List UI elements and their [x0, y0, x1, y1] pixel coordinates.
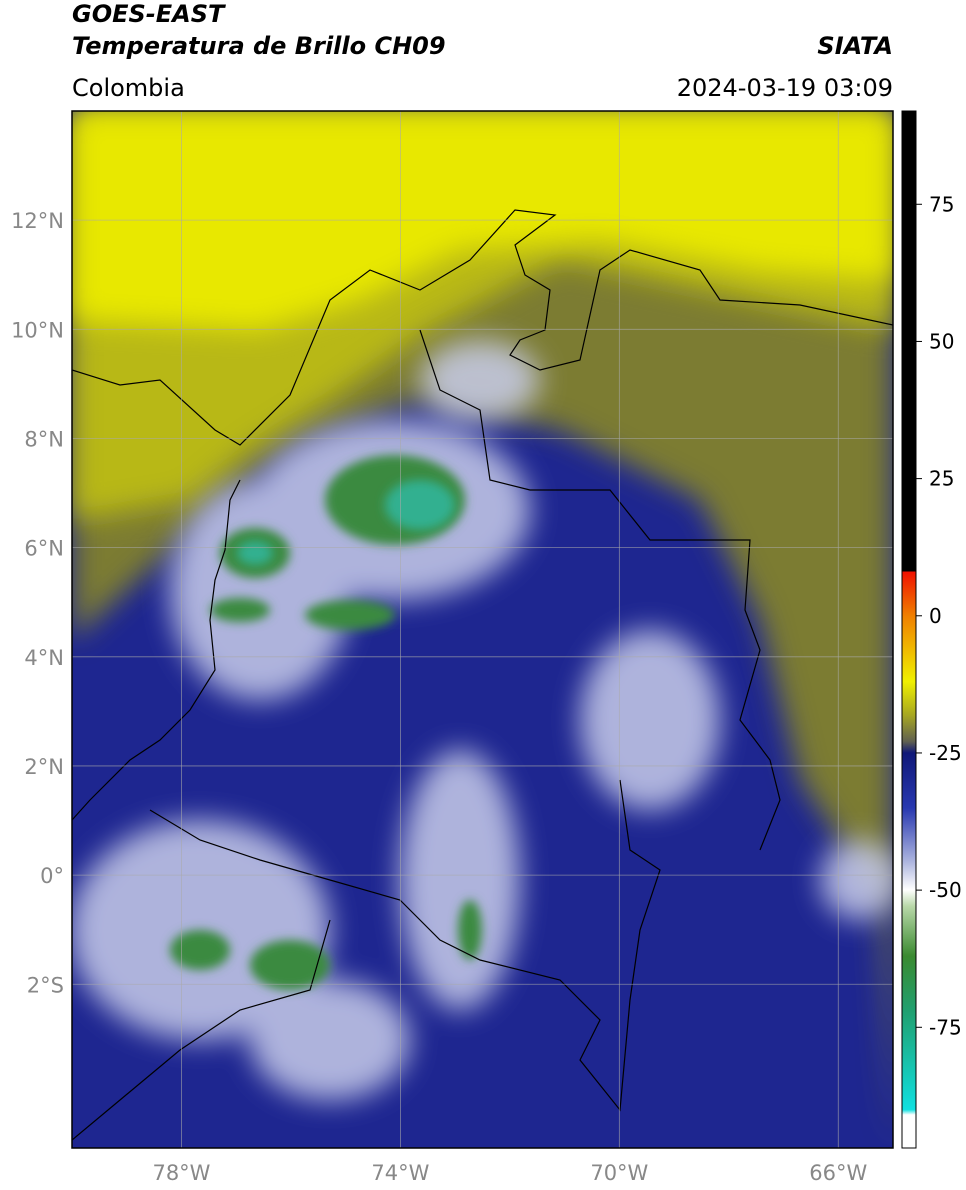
lat-tick-label: 4°N: [24, 646, 64, 670]
lon-tick-label: 66°W: [809, 1161, 867, 1185]
lat-tick-label: 0°: [40, 864, 64, 888]
colorbar-tick-label: 0: [929, 604, 942, 628]
map-frame: [71, 110, 894, 1149]
region: Colombia: [72, 74, 185, 102]
graticule: [72, 111, 893, 1148]
source: SIATA: [817, 32, 893, 60]
lon-tick-label: 70°W: [590, 1161, 648, 1185]
colorbar-tick-label: -50: [929, 878, 962, 902]
colorbar-tick-label: 50: [929, 329, 954, 353]
lon-tick-label: 78°W: [152, 1161, 210, 1185]
lat-tick-label: 10°N: [11, 318, 64, 342]
colorbar-tick-label: -75: [929, 1015, 962, 1039]
lat-tick-label: 6°N: [24, 537, 64, 561]
lat-tick-label: 12°N: [11, 209, 64, 233]
datetime: 2024-03-19 03:09: [677, 74, 893, 102]
colorbar-tick-label: 25: [929, 467, 954, 491]
lat-tick-label: 2°N: [24, 755, 64, 779]
title: GOES-EAST: [72, 0, 226, 28]
colorbar: [901, 110, 917, 1149]
satellite-image: [72, 111, 893, 1148]
lat-tick-label: 2°S: [27, 973, 64, 997]
lon-tick-label: 74°W: [371, 1161, 429, 1185]
lat-tick-label: 8°N: [24, 427, 64, 451]
subtitle: Temperatura de Brillo CH09: [72, 32, 446, 60]
colorbar-tick-label: -25: [929, 741, 962, 765]
colorbar-tick-label: 75: [929, 192, 954, 216]
